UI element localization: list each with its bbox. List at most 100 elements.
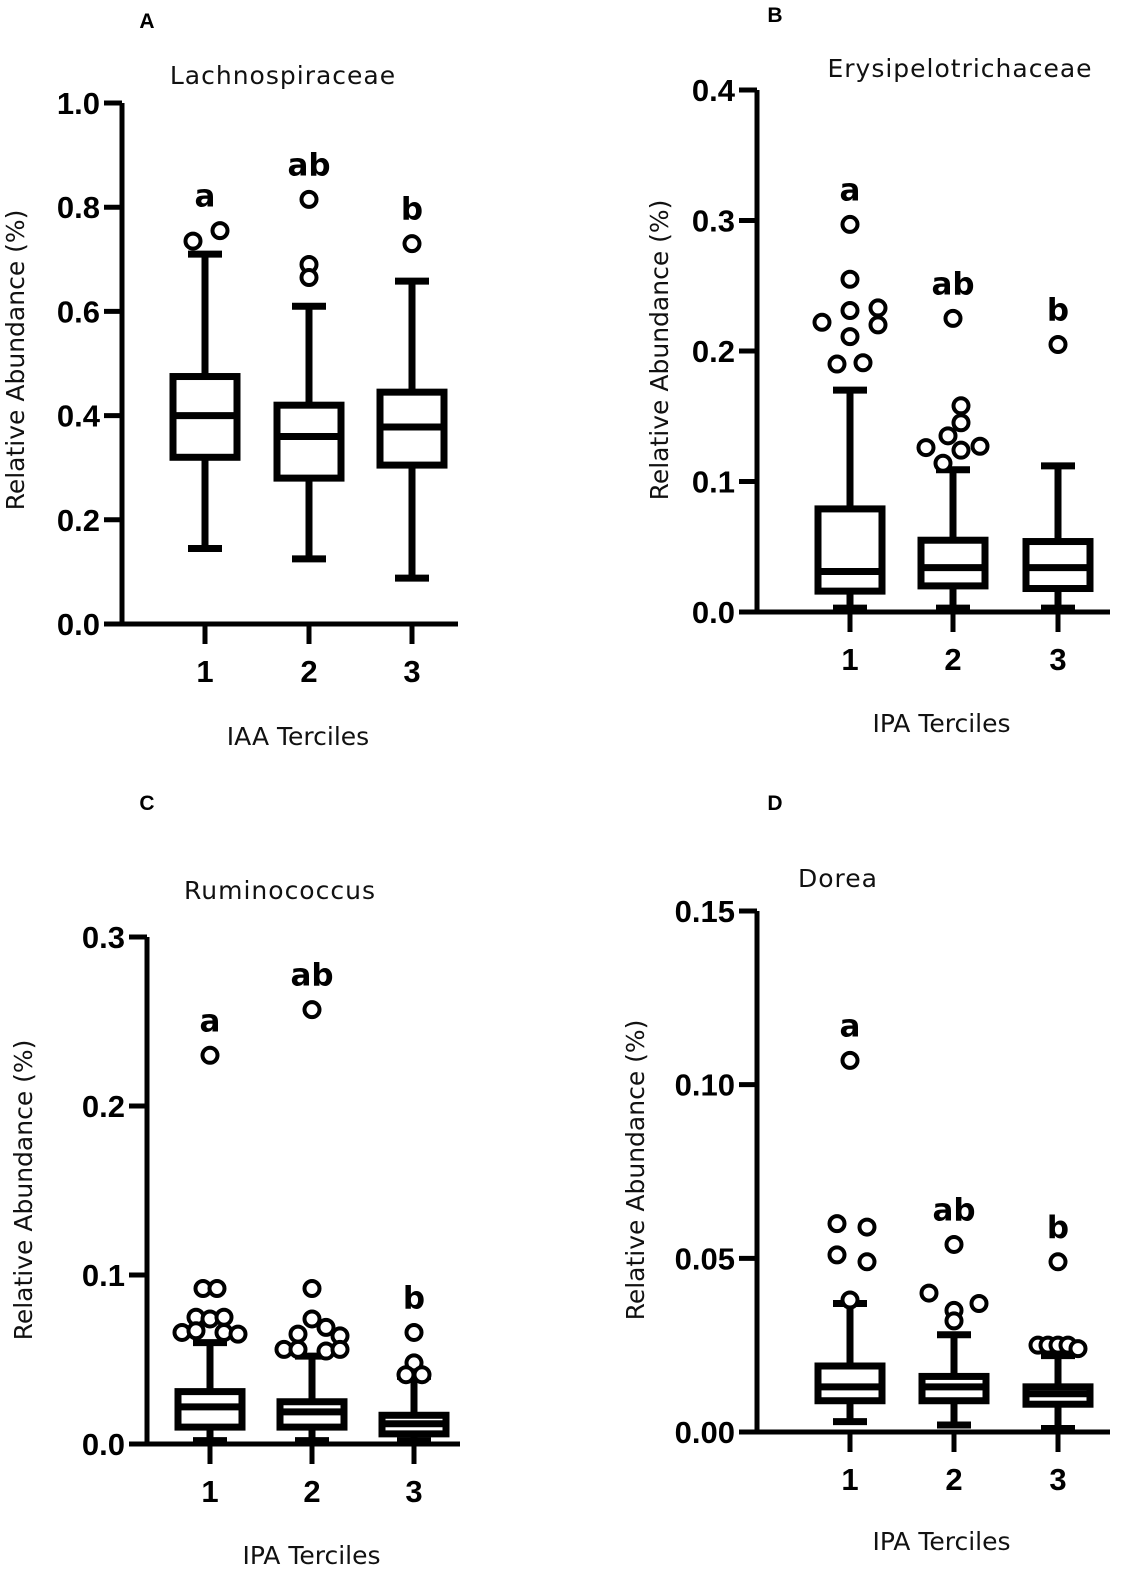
x-tick-label: 2	[944, 642, 961, 677]
outlier-point	[840, 327, 860, 347]
x-axis-label: IPA Terciles	[242, 1541, 380, 1570]
y-tick-label: 0.8	[57, 190, 100, 225]
significance-letter: a	[840, 1008, 861, 1044]
y-tick-label: 0.2	[57, 503, 100, 538]
outlier-point	[919, 1283, 939, 1303]
panel-d: D Dorea 0.00 0.05 0.10 0.15 Relative Abundance…	[621, 792, 1110, 1556]
outlier-point	[840, 301, 860, 321]
panel-a: A Lachnospiraceae 0.0 0.2 0.4 0.6 0.8 1.0 Relati…	[1, 10, 458, 751]
y-tick-label: 0.2	[82, 1089, 125, 1124]
outlier-point	[853, 353, 873, 373]
x-axis-label: IPA Terciles	[872, 709, 1010, 738]
outlier-point	[302, 1309, 322, 1329]
chart-title: Lachnospiraceae	[170, 61, 396, 90]
outlier-point	[951, 440, 971, 460]
outlier-point	[840, 1290, 860, 1310]
box-group-3: b	[1022, 292, 1094, 612]
iqr-box	[273, 401, 345, 482]
outlier-point	[1048, 1252, 1068, 1272]
panel-letter: C	[139, 792, 154, 815]
y-axis-label: Relative Abundance (%)	[1, 210, 30, 511]
y-tick-label: 0.4	[692, 73, 736, 108]
x-axis-label: IAA Terciles	[227, 722, 369, 751]
outlier-point	[857, 1252, 877, 1272]
x-tick-label: 2	[303, 1474, 320, 1509]
outlier-point	[302, 1000, 322, 1020]
outlier-point	[412, 1365, 432, 1385]
y-tick-label: 0.0	[82, 1427, 125, 1462]
y-tick-label: 0.4	[57, 399, 101, 434]
y-tick-label: 0.05	[675, 1241, 735, 1276]
outlier-point	[396, 1365, 416, 1385]
outlier-point	[857, 1217, 877, 1237]
x-tick-label: 2	[945, 1462, 962, 1497]
chart-title: Ruminococcus	[184, 876, 376, 905]
outlier-point	[944, 1311, 964, 1331]
outlier-point	[969, 1293, 989, 1313]
panel-letter: A	[139, 10, 154, 33]
outlier-point	[288, 1324, 308, 1344]
x-tick-label: 1	[201, 1474, 218, 1509]
box-group-1: a	[812, 172, 888, 612]
outlier-point	[228, 1324, 248, 1344]
y-tick-label: 0.3	[692, 204, 735, 239]
outlier-point	[404, 1322, 424, 1342]
outlier-point	[840, 214, 860, 234]
outlier-point	[827, 354, 847, 374]
panel-b: B Erysipelotrichaceae 0.0 0.1 0.2 0.3 0.4 Relat…	[645, 4, 1110, 738]
outlier-point	[951, 413, 971, 433]
outlier-point	[302, 1279, 322, 1299]
y-tick-label: 0.1	[82, 1258, 125, 1293]
outlier-point	[1068, 1339, 1088, 1359]
significance-letter: b	[401, 192, 423, 228]
y-tick-label: 0.3	[82, 920, 125, 955]
outlier-point	[183, 231, 203, 251]
x-tick-label: 3	[1049, 1462, 1066, 1497]
chart-title: Erysipelotrichaceae	[827, 54, 1092, 83]
box-group-1: a	[172, 1003, 248, 1445]
y-tick-label: 0.2	[692, 334, 735, 369]
outlier-point	[1048, 334, 1068, 354]
x-tick-label: 1	[841, 642, 858, 677]
outlier-point	[812, 312, 832, 332]
outlier-point	[868, 298, 888, 318]
outlier-point	[299, 189, 319, 209]
y-tick-label: 0.6	[57, 294, 100, 329]
outlier-point	[207, 1279, 227, 1299]
panel-letter: B	[767, 4, 782, 27]
significance-letter: a	[840, 172, 861, 208]
chart-title: Dorea	[798, 864, 878, 893]
outlier-point	[210, 221, 230, 241]
x-tick-label: 1	[841, 1462, 858, 1497]
x-tick-label: 3	[1049, 642, 1066, 677]
box-group-1: a	[814, 1008, 886, 1426]
outlier-point	[200, 1045, 220, 1065]
iqr-box	[814, 505, 886, 595]
significance-letter: b	[1047, 292, 1069, 328]
outlier-point	[827, 1214, 847, 1234]
y-tick-label: 0.10	[675, 1068, 735, 1103]
outlier-point	[316, 1317, 336, 1337]
outlier-point	[288, 1339, 308, 1359]
outlier-point	[868, 315, 888, 335]
significance-letter: ab	[290, 958, 333, 994]
outlier-point	[943, 308, 963, 328]
panel-letter: D	[767, 792, 782, 815]
box-group-2: ab	[918, 1192, 990, 1429]
box-group-2: ab	[916, 266, 990, 612]
y-axis-label: Relative Abundance (%)	[645, 200, 674, 501]
box-group-3: b	[376, 192, 448, 582]
significance-letter: a	[195, 179, 216, 215]
y-tick-label: 0.15	[675, 894, 735, 929]
x-axis-label: IPA Terciles	[872, 1527, 1010, 1556]
box-group-1: a	[169, 179, 241, 552]
significance-letter: ab	[287, 147, 330, 183]
box-group-3: b	[1022, 1210, 1094, 1433]
significance-letter: ab	[931, 266, 974, 302]
outlier-point	[951, 396, 971, 416]
box-group-2: ab	[273, 147, 345, 563]
outlier-point	[827, 1245, 847, 1265]
outlier-point	[186, 1321, 206, 1341]
y-tick-label: 0.0	[692, 595, 735, 630]
